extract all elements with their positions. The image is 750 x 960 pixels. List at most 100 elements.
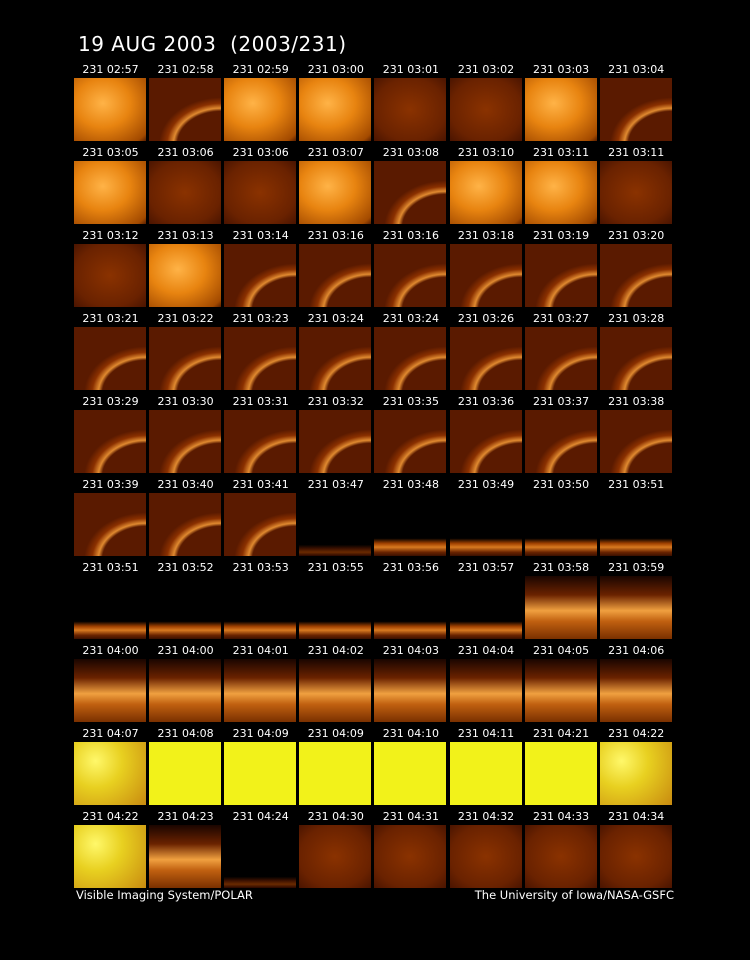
frame-label: 231 03:02 bbox=[457, 63, 515, 76]
frame-image bbox=[224, 410, 297, 473]
frame-label: 231 04:21 bbox=[532, 727, 590, 740]
frame-image bbox=[599, 410, 672, 473]
frame-label: 231 03:36 bbox=[457, 395, 515, 408]
frame-image bbox=[74, 161, 146, 224]
frame-label: 231 03:11 bbox=[532, 146, 590, 159]
frame-image bbox=[299, 410, 372, 473]
frame-image bbox=[374, 576, 447, 639]
frame-image bbox=[449, 825, 522, 888]
frame-image bbox=[224, 78, 297, 141]
frame-label: 231 03:39 bbox=[82, 478, 139, 491]
frame-label: 231 04:09 bbox=[307, 727, 364, 740]
frame-image bbox=[224, 327, 297, 390]
frame-label: 231 04:06 bbox=[608, 644, 665, 657]
frame-image bbox=[524, 161, 597, 224]
frame-label: 231 03:27 bbox=[532, 312, 590, 325]
title: 19 AUG 2003 (2003/231) bbox=[78, 32, 347, 56]
frame-label: 231 03:18 bbox=[457, 229, 515, 242]
frame-label: 231 03:14 bbox=[232, 229, 289, 242]
frame-image bbox=[149, 327, 222, 390]
frame-label: 231 03:00 bbox=[307, 63, 364, 76]
frame-label: 231 03:41 bbox=[232, 478, 289, 491]
frame-label: 231 04:09 bbox=[232, 727, 289, 740]
frame-label: 231 03:48 bbox=[382, 478, 439, 491]
frame-image bbox=[374, 493, 447, 556]
frame-label: 231 03:35 bbox=[382, 395, 439, 408]
frame-image bbox=[599, 825, 672, 888]
frame-label: 231 04:07 bbox=[82, 727, 139, 740]
frame-label: 231 04:33 bbox=[532, 810, 590, 823]
frame-label: 231 03:03 bbox=[532, 63, 590, 76]
frame-label: 231 02:59 bbox=[232, 63, 289, 76]
frame-image bbox=[449, 659, 522, 722]
frame-image bbox=[224, 659, 297, 722]
frame-image bbox=[224, 244, 297, 307]
frame-image bbox=[299, 825, 372, 888]
frame-label: 231 04:32 bbox=[457, 810, 515, 823]
frame-label: 231 04:02 bbox=[307, 644, 364, 657]
frame-image bbox=[599, 78, 672, 141]
frame-label: 231 03:51 bbox=[608, 478, 665, 491]
frame-image bbox=[599, 576, 672, 639]
frame-image bbox=[74, 659, 146, 722]
frame-label: 231 03:04 bbox=[608, 63, 665, 76]
frame-label: 231 04:24 bbox=[232, 810, 289, 823]
frame-image bbox=[299, 327, 372, 390]
frame-image bbox=[299, 161, 372, 224]
frame-image bbox=[524, 244, 597, 307]
frame-label: 231 03:16 bbox=[307, 229, 364, 242]
frame-image bbox=[374, 410, 447, 473]
frame-label: 231 03:06 bbox=[157, 146, 214, 159]
frame-label: 231 03:05 bbox=[82, 146, 139, 159]
frame-image bbox=[524, 327, 597, 390]
frame-label: 231 04:22 bbox=[608, 727, 665, 740]
frame-label: 231 03:53 bbox=[232, 561, 289, 574]
frame-label: 231 04:10 bbox=[382, 727, 439, 740]
frame-image bbox=[224, 493, 297, 556]
frame-image bbox=[374, 78, 447, 141]
frame-image bbox=[449, 742, 522, 805]
frame-image bbox=[599, 742, 672, 805]
frame-image bbox=[374, 659, 447, 722]
frame-label: 231 03:26 bbox=[457, 312, 515, 325]
frame-label: 231 04:04 bbox=[457, 644, 515, 657]
frame-label: 231 03:29 bbox=[82, 395, 139, 408]
frame-image bbox=[74, 410, 146, 473]
footer-right: The University of Iowa/NASA-GSFC bbox=[474, 888, 674, 902]
frame-image bbox=[374, 825, 447, 888]
frame-image bbox=[74, 576, 146, 639]
frame-image bbox=[449, 410, 522, 473]
frame-image bbox=[524, 78, 597, 141]
frame-label: 231 04:23 bbox=[157, 810, 214, 823]
frame-label: 231 03:24 bbox=[307, 312, 364, 325]
frame-image bbox=[524, 825, 597, 888]
frame-label: 231 04:31 bbox=[382, 810, 439, 823]
frame-label: 231 03:21 bbox=[82, 312, 139, 325]
frame-image bbox=[74, 825, 146, 888]
frame-image bbox=[224, 161, 297, 224]
frame-image bbox=[374, 244, 447, 307]
frame-label: 231 04:30 bbox=[307, 810, 364, 823]
frame-label: 231 04:05 bbox=[532, 644, 590, 657]
frame-image bbox=[149, 576, 222, 639]
frame-image bbox=[524, 493, 597, 556]
frame-image bbox=[149, 742, 222, 805]
frame-image bbox=[74, 78, 146, 141]
frame-label: 231 03:30 bbox=[157, 395, 214, 408]
frame-label: 231 04:03 bbox=[382, 644, 439, 657]
frame-image bbox=[299, 659, 372, 722]
frame-label: 231 03:20 bbox=[608, 229, 665, 242]
frame-image bbox=[449, 493, 522, 556]
frame-label: 231 04:01 bbox=[232, 644, 289, 657]
frame-image bbox=[299, 742, 372, 805]
frame-label: 231 03:19 bbox=[532, 229, 590, 242]
frame-label: 231 03:31 bbox=[232, 395, 289, 408]
frame-image bbox=[224, 576, 297, 639]
frame-label: 231 03:57 bbox=[457, 561, 515, 574]
frame-image bbox=[224, 742, 297, 805]
frame-image bbox=[149, 161, 222, 224]
frame-image bbox=[524, 576, 597, 639]
frame-image bbox=[74, 327, 146, 390]
frame-label: 231 03:59 bbox=[608, 561, 665, 574]
